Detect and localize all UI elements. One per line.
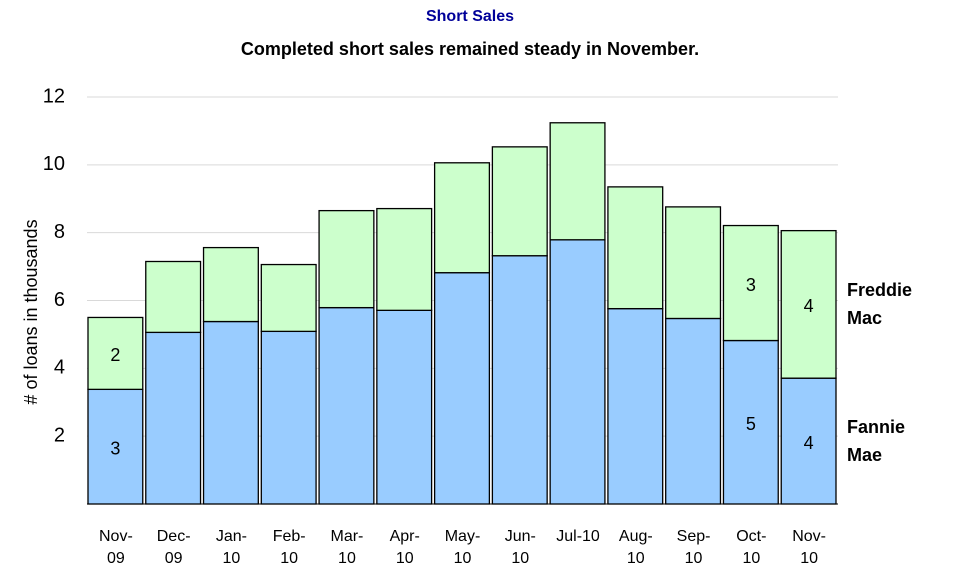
value-label: 4 [804, 296, 814, 316]
x-tick-label: Jun-10 [504, 528, 536, 567]
x-tick-label: Dec-09 [156, 528, 191, 567]
y-tick-label: 6 [54, 289, 65, 311]
x-tick-label: May-10 [444, 528, 481, 567]
bar-segment [665, 206, 722, 320]
bar-segment [607, 307, 664, 505]
y-tick-label: 12 [43, 85, 65, 107]
value-label: 3 [746, 275, 756, 295]
bar-segment [491, 146, 548, 257]
bar-segment [87, 316, 144, 391]
bar-segment [260, 263, 317, 333]
bar-segment [433, 272, 491, 505]
value-label: 4 [804, 433, 814, 453]
x-tick-label: Sep-10 [676, 528, 711, 567]
x-tick-label: Mar-10 [330, 528, 364, 567]
y-axis-label: # of loans in thousands [21, 219, 41, 404]
bar-segment [433, 162, 491, 274]
x-tick-label: Nov-09 [98, 528, 133, 567]
bar-segment [376, 207, 433, 311]
x-tick-label: Nov-10 [792, 528, 826, 567]
chart-subtitle: Completed short sales remained steady in… [241, 39, 699, 59]
y-tick-label: 10 [43, 153, 65, 175]
bar-segment [549, 239, 606, 505]
bar-segment [665, 317, 722, 505]
y-tick-label: 2 [54, 424, 65, 446]
bar-segment [722, 224, 779, 342]
legend-label: Fannie Mae [847, 417, 906, 466]
y-tick-label: 8 [54, 221, 65, 243]
bar-segment [318, 209, 375, 309]
chart-title: Short Sales [426, 8, 514, 25]
bar-segment [145, 331, 202, 505]
x-tick-label: Apr-10 [389, 528, 420, 567]
bar-segment [491, 255, 548, 505]
bar-segment [722, 339, 779, 505]
bar-segment [145, 260, 202, 334]
y-tick-label: 4 [54, 357, 65, 379]
x-tick-label: Oct-10 [736, 528, 767, 567]
x-tick-label: Jan-10 [215, 528, 247, 567]
bar-segment [780, 377, 837, 505]
bar-segment [202, 320, 259, 505]
bar-segment [607, 186, 664, 310]
x-tick-label: Aug-10 [618, 528, 653, 567]
bar-segment [549, 122, 606, 241]
bar-segment [202, 246, 259, 323]
bar-segment [780, 229, 837, 379]
value-label: 3 [110, 438, 120, 458]
bar-segment [318, 306, 375, 505]
value-label: 2 [110, 345, 120, 365]
value-label: 5 [746, 414, 756, 434]
bar-segment [376, 309, 433, 505]
bar-segment [260, 330, 317, 505]
x-tick-label: Feb-10 [272, 528, 306, 567]
x-tick-label: Jul-10 [556, 528, 600, 545]
legend-label: Freddie Mac [847, 280, 913, 329]
